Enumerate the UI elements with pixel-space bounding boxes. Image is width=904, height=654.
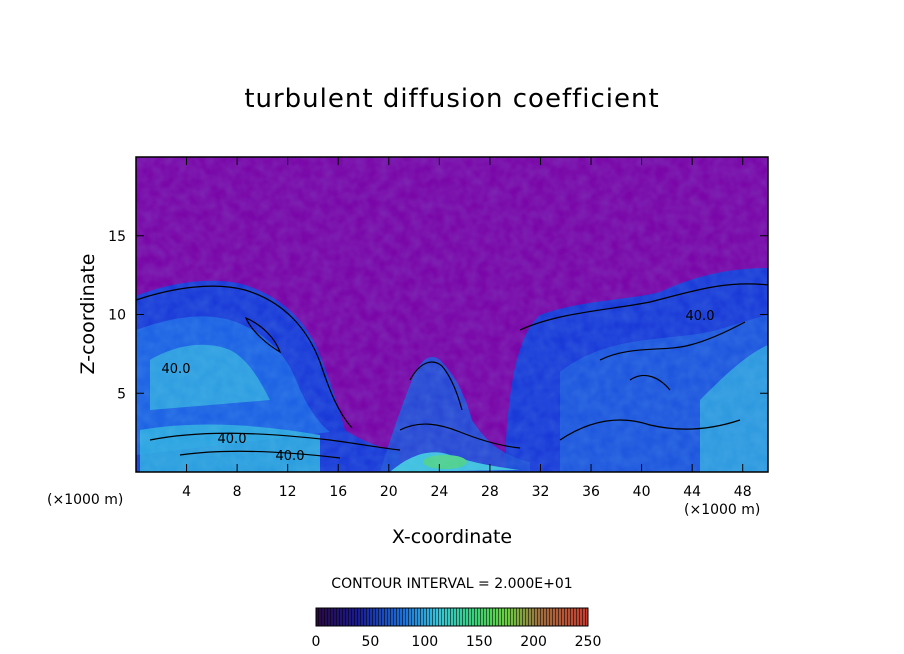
colorbar: 0 50 100 150 200 250 bbox=[312, 607, 602, 650]
colorbar-tick-label: 0 bbox=[312, 634, 321, 650]
contour-interval-text: CONTOUR INTERVAL = 2.000E+01 bbox=[331, 576, 573, 592]
x-tick-label: 8 bbox=[233, 484, 242, 500]
colorbar-tick-label: 50 bbox=[361, 634, 379, 650]
colorbar-tick-label: 100 bbox=[411, 634, 438, 650]
contour-label: 40.0 bbox=[162, 362, 191, 377]
x-axis-ticks: 4 8 12 16 20 24 28 32 36 40 44 48 bbox=[182, 157, 752, 500]
x-tick-label: 32 bbox=[532, 484, 550, 500]
contour-label: 40.0 bbox=[276, 449, 305, 464]
x-tick-label: 28 bbox=[481, 484, 499, 500]
x-tick-label: 36 bbox=[582, 484, 600, 500]
x-tick-label: 20 bbox=[380, 484, 398, 500]
chart-title: turbulent diffusion coefficient bbox=[244, 84, 660, 114]
x-tick-label: 40 bbox=[633, 484, 651, 500]
x-tick-label: 16 bbox=[329, 484, 347, 500]
colorbar-tick-label: 250 bbox=[575, 634, 602, 650]
x-tick-label: 4 bbox=[182, 484, 191, 500]
contour-lines bbox=[136, 283, 768, 459]
heatmap-field bbox=[136, 157, 768, 472]
colorbar-ticks: 0 50 100 150 200 250 bbox=[312, 634, 602, 650]
y-unit-label: (×1000 m) bbox=[47, 492, 124, 508]
y-tick-label: 15 bbox=[108, 229, 126, 245]
x-unit-label: (×1000 m) bbox=[684, 502, 761, 518]
x-tick-label: 24 bbox=[430, 484, 448, 500]
contour-label: 40.0 bbox=[218, 432, 247, 447]
colorbar-tick-label: 150 bbox=[466, 634, 493, 650]
y-axis-ticks: 5 10 15 bbox=[108, 229, 768, 402]
x-axis-label: X-coordinate bbox=[391, 526, 513, 548]
x-tick-label: 48 bbox=[734, 484, 752, 500]
x-tick-label: 12 bbox=[279, 484, 297, 500]
contour-label: 40.0 bbox=[686, 309, 715, 324]
x-tick-label: 44 bbox=[683, 484, 701, 500]
y-tick-label: 10 bbox=[108, 308, 126, 324]
y-tick-label: 5 bbox=[117, 386, 126, 402]
colorbar-tick-label: 200 bbox=[520, 634, 547, 650]
contour-labels: 40.0 40.0 40.0 40.0 bbox=[162, 309, 715, 464]
